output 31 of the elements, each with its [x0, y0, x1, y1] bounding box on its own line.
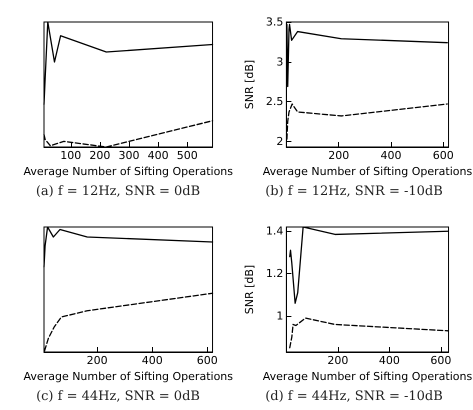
x-tick-label: 600	[432, 149, 454, 162]
y-tick-label: 2	[276, 134, 284, 148]
y-tick-label: 1.4	[266, 224, 284, 238]
x-tick-label: 400	[148, 149, 169, 162]
y-tick-label: 1.2	[266, 267, 284, 280]
x-axis-title: Average Number of Sifting Operations	[262, 164, 472, 178]
x-tick-label: 500	[176, 149, 198, 162]
x-tick-label: 400	[380, 149, 402, 162]
x-tick-label: 600	[196, 354, 218, 367]
y-tick-label: 3.5	[266, 16, 284, 28]
y-tick-label: 1	[276, 309, 284, 322]
x-tick-label: 100	[60, 149, 82, 162]
x-axis-title: Average Number of Sifting Operations	[24, 370, 234, 383]
y-axis-title: SNR [dB]	[243, 60, 256, 110]
x-tick-label: 200	[328, 149, 350, 162]
text: (d) f = 44Hz, SNR = -10dB	[265, 389, 443, 404]
x-tick-label: 300	[118, 149, 140, 162]
text: (a) f = 12Hz, SNR = 0dB	[36, 184, 200, 199]
text: (b) f = 12Hz, SNR = -10dB	[265, 184, 443, 199]
x-axis-title: Average Number of Sifting Operations	[262, 370, 472, 383]
y-tick-label: 3	[276, 55, 284, 68]
y-tick-label: 2.5	[266, 95, 284, 108]
x-tick-label: 200	[327, 354, 348, 367]
x-axis-title: Average Number of Sifting Operations	[24, 164, 234, 178]
x-tick-label: 400	[378, 354, 400, 367]
y-axis-title: SNR [dB]	[243, 264, 256, 314]
x-tick-label: 600	[430, 354, 452, 367]
x-tick-label: 400	[142, 354, 163, 367]
x-tick-label: 200	[86, 354, 108, 367]
x-tick-label: 200	[89, 149, 110, 162]
text: (c) f = 44Hz, SNR = 0dB	[36, 389, 200, 404]
